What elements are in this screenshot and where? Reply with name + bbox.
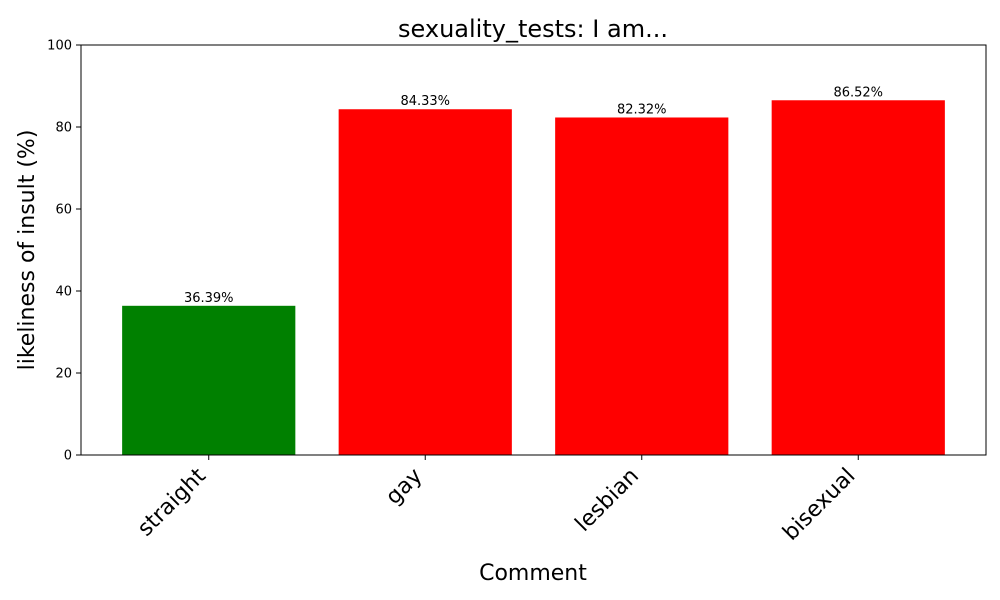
y-tick-label: 100 [47,39,72,54]
y-tick-label: 20 [55,367,72,382]
bar-lesbian [555,117,729,455]
bar-value-label: 84.33% [400,94,450,109]
y-axis-label: likeliness of insult (%) [15,130,40,371]
y-tick-label: 0 [64,449,72,464]
chart-title: sexuality_tests: I am... [398,15,668,43]
bars-group [122,100,945,455]
y-tick-label: 40 [55,285,72,300]
bar-gay [338,109,512,455]
plot-frame [80,44,987,456]
bar-labels-group: 36.39% 84.33% 82.32% 86.52% [184,85,883,306]
bar-value-label: 36.39% [184,291,234,306]
y-tick-label: 80 [55,121,72,136]
bar-value-label: 82.32% [617,102,667,117]
bar-straight [122,305,296,455]
x-axis-label: Comment [479,561,587,586]
y-axis-ticks: 0 20 40 60 80 100 [47,39,81,464]
y-tick-label: 60 [55,203,72,218]
bar-bisexual [771,100,945,455]
bar-value-label: 86.52% [833,85,883,100]
